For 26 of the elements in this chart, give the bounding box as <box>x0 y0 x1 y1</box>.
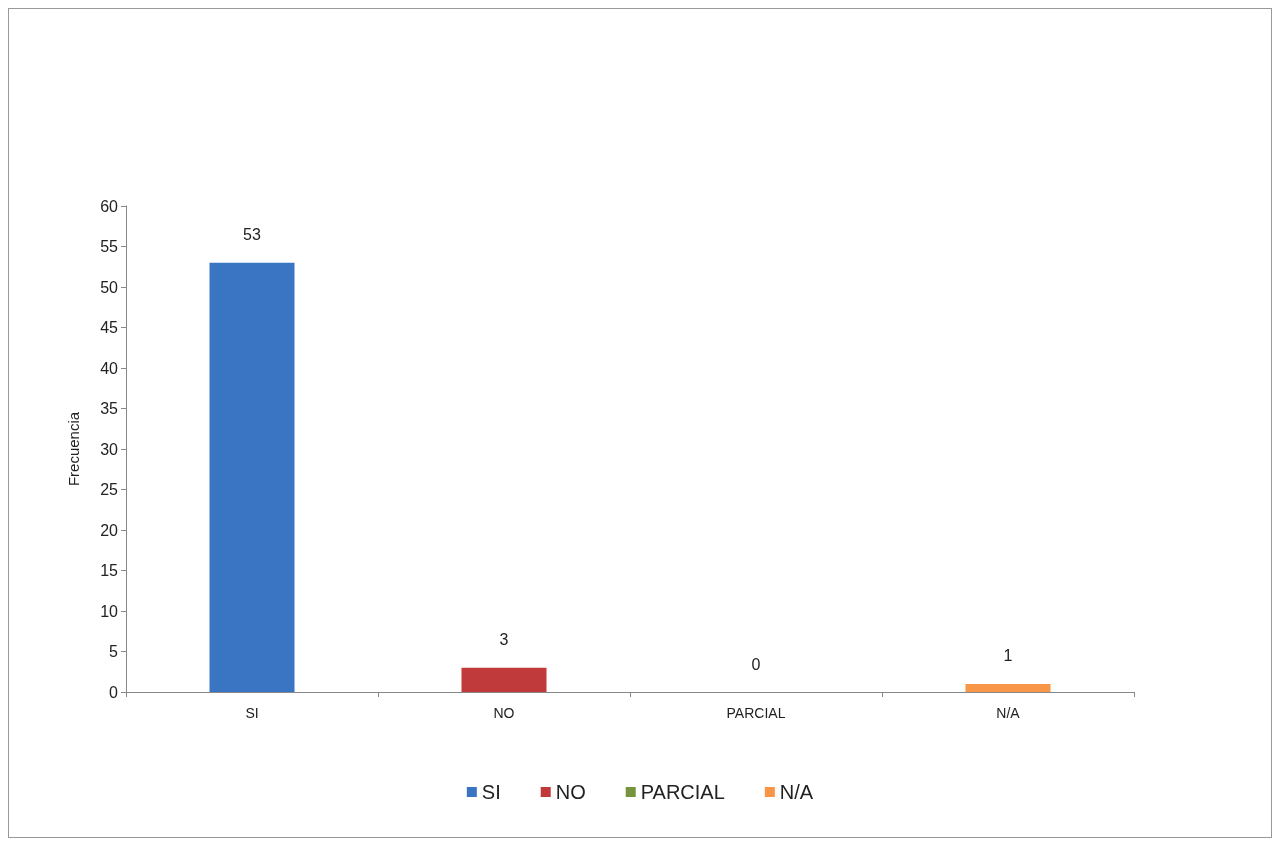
legend-label: NO <box>555 781 586 803</box>
y-tick-label: 5 <box>109 643 119 660</box>
x-tick-label: SI <box>245 705 259 721</box>
legend-label: N/A <box>779 781 814 803</box>
x-tick-label: PARCIAL <box>726 705 786 721</box>
y-tick-label: 30 <box>100 440 119 458</box>
y-tick-label: 55 <box>100 238 119 255</box>
data-label: 53 <box>243 226 261 244</box>
data-label: 0 <box>751 655 761 673</box>
x-tick-label: NO <box>493 705 515 721</box>
y-tick-label: 35 <box>100 400 119 417</box>
y-tick-label: 15 <box>100 562 119 579</box>
y-tick-label: 60 <box>100 197 119 215</box>
y-axis-title: Frecuencia <box>65 411 82 487</box>
x-tick-label: N/A <box>996 705 1021 721</box>
data-label: 1 <box>1003 647 1013 665</box>
legend-label: PARCIAL <box>640 781 725 803</box>
y-tick-label: 0 <box>109 683 119 701</box>
y-tick-label: 50 <box>100 278 119 296</box>
y-tick-label: 20 <box>100 521 119 539</box>
y-tick-label: 25 <box>100 481 119 498</box>
data-label: 3 <box>499 631 509 649</box>
y-tick-label: 45 <box>100 319 119 336</box>
legend-label: SI <box>481 781 501 803</box>
y-tick-label: 10 <box>100 602 119 620</box>
y-tick-label: 40 <box>100 359 119 377</box>
